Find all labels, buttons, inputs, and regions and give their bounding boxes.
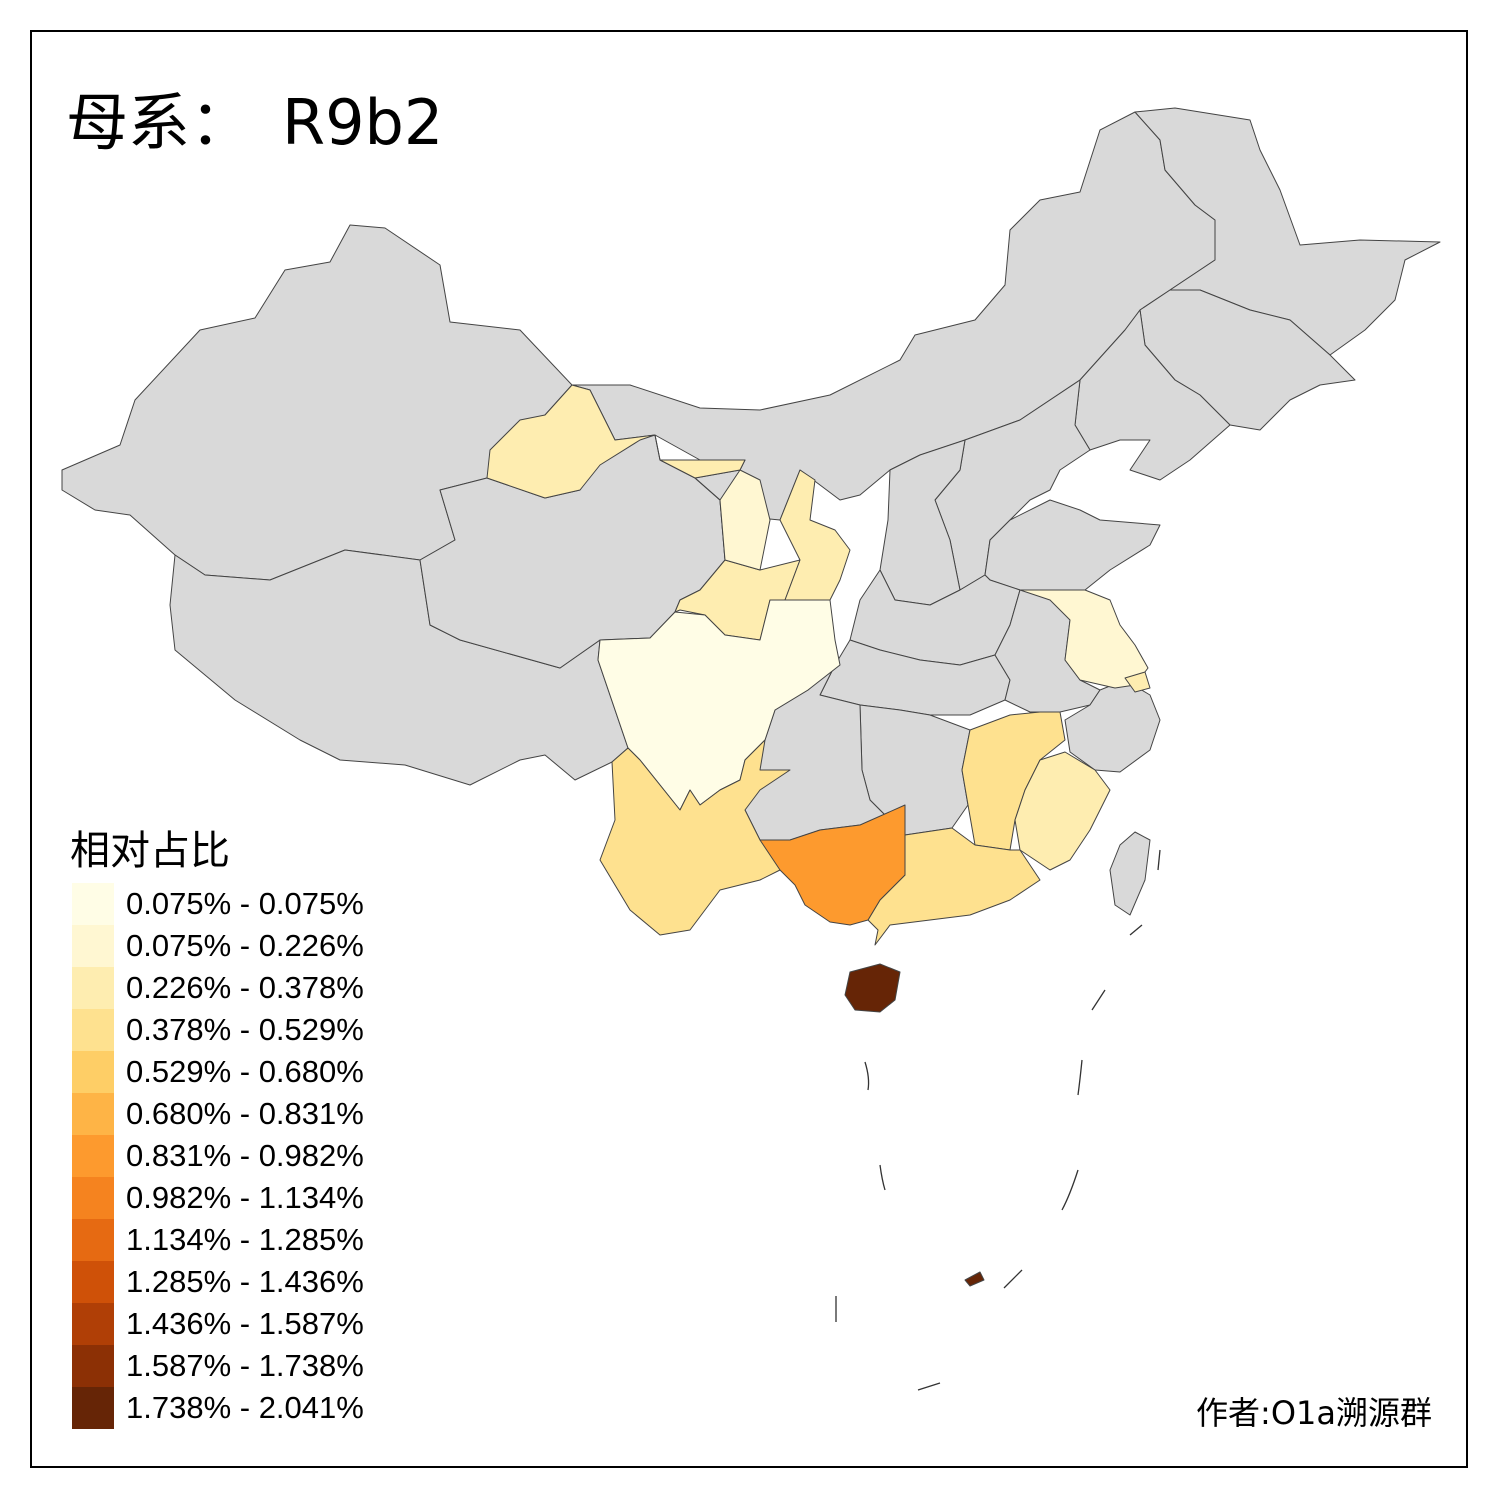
legend-label: 1.285% - 1.436% (126, 1264, 364, 1299)
legend-label: 0.075% - 0.226% (126, 928, 364, 963)
legend-item: 1.285% - 1.436% (72, 1261, 432, 1303)
legend-swatch (72, 925, 114, 967)
legend-item: 1.436% - 1.587% (72, 1303, 432, 1345)
legend-item: 0.075% - 0.226% (72, 925, 432, 967)
south-china-sea-islands (835, 849, 1161, 1391)
legend-swatch (72, 967, 114, 1009)
legend-label: 0.982% - 1.134% (126, 1180, 364, 1215)
legend-swatch (72, 1177, 114, 1219)
region-hainan (844, 963, 901, 1013)
region-hainan-islet (964, 1271, 985, 1287)
region-fujian (1014, 751, 1111, 871)
legend-swatch (72, 1009, 114, 1051)
legend-item: 0.680% - 0.831% (72, 1093, 432, 1135)
legend-swatch (72, 1219, 114, 1261)
legend-title: 相对占比 (70, 828, 230, 874)
legend-label: 0.831% - 0.982% (126, 1138, 364, 1173)
legend-swatch (72, 1345, 114, 1387)
legend-item: 1.587% - 1.738% (72, 1345, 432, 1387)
legend-item: 0.982% - 1.134% (72, 1177, 432, 1219)
data-regions (486, 384, 1151, 1287)
region-heilongjiang (1134, 107, 1441, 356)
legend-item: 0.831% - 0.982% (72, 1135, 432, 1177)
legend-label: 0.680% - 0.831% (126, 1096, 364, 1131)
title-prefix: 母系： (66, 86, 253, 159)
map-frame (30, 30, 1468, 1468)
legend-swatch (72, 1051, 114, 1093)
region-shanxi (879, 439, 966, 606)
legend-label: 1.134% - 1.285% (126, 1222, 364, 1257)
region-liaoning (1074, 309, 1231, 481)
legend-swatch (72, 1261, 114, 1303)
legend-label: 1.436% - 1.587% (126, 1306, 364, 1341)
legend-item: 0.075% - 0.075% (72, 883, 432, 925)
legend: 0.075% - 0.075% 0.075% - 0.226% 0.226% - 0… (72, 883, 432, 1429)
region-shanghai (1124, 671, 1151, 693)
legend-label: 1.587% - 1.738% (126, 1348, 364, 1383)
legend-swatch (72, 1387, 114, 1429)
region-taiwan (1109, 831, 1151, 916)
legend-swatch (72, 1093, 114, 1135)
legend-item: 1.738% - 2.041% (72, 1387, 432, 1429)
legend-item: 0.226% - 0.378% (72, 967, 432, 1009)
title-haplogroup: R9b2 (282, 86, 444, 159)
region-ningxia (719, 469, 771, 571)
legend-swatch (72, 1135, 114, 1177)
region-inner-mongolia (571, 111, 1216, 521)
legend-label: 1.738% - 2.041% (126, 1390, 364, 1425)
legend-label: 0.075% - 0.075% (126, 886, 364, 921)
legend-item: 0.378% - 0.529% (72, 1009, 432, 1051)
map-title: 母系： R9b2 (66, 72, 443, 162)
legend-label: 0.226% - 0.378% (126, 970, 364, 1005)
legend-item: 1.134% - 1.285% (72, 1219, 432, 1261)
legend-swatch (72, 883, 114, 925)
region-guangxi (759, 804, 906, 926)
legend-label: 0.378% - 0.529% (126, 1012, 364, 1047)
no-data-regions (61, 107, 1441, 916)
legend-item: 0.529% - 0.680% (72, 1051, 432, 1093)
legend-label: 0.529% - 0.680% (126, 1054, 364, 1089)
author-credit: 作者:O1a溯源群 (1196, 1394, 1432, 1432)
region-yunnan (599, 739, 791, 936)
legend-swatch (72, 1303, 114, 1345)
